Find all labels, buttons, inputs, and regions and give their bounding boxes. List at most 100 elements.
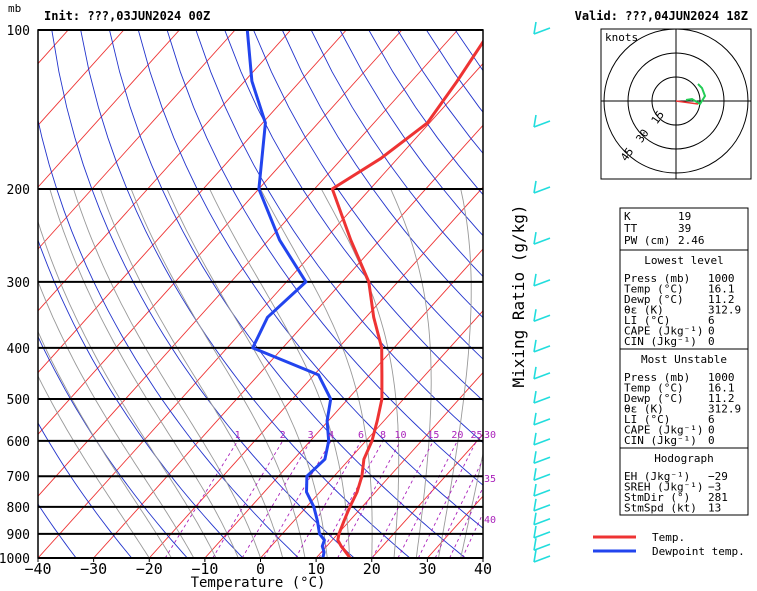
index-value: 1000 bbox=[708, 371, 735, 384]
index-label: CAPE (Jkg⁻¹) bbox=[624, 424, 703, 437]
wind-barb-shaft bbox=[533, 456, 551, 464]
index-label: StmSpd (kt) bbox=[624, 502, 697, 515]
index-value: 13 bbox=[708, 502, 721, 515]
wind-barb-shaft bbox=[533, 489, 551, 497]
index-label: Temp (°C) bbox=[624, 283, 684, 296]
dry-adiabat-line bbox=[38, 422, 133, 558]
index-value: 1000 bbox=[708, 272, 735, 285]
isotherms bbox=[38, 30, 483, 558]
mixing-ratio-line bbox=[449, 486, 483, 558]
index-label: CIN (Jkg⁻¹) bbox=[624, 335, 697, 348]
mixing-ratio-tick-label: 6 bbox=[358, 430, 364, 441]
moist-adiabat-line bbox=[38, 280, 195, 558]
isotherm-line bbox=[38, 30, 236, 250]
mixing-ratio-tick-label: 40 bbox=[484, 515, 496, 526]
wind-barb-shaft bbox=[533, 531, 551, 539]
wind-barb-shaft bbox=[533, 438, 551, 446]
moist-adiabat-line bbox=[209, 188, 350, 558]
pressure-tick-label: 200 bbox=[7, 183, 30, 198]
wind-barb-flag bbox=[533, 432, 537, 445]
index-value: 19 bbox=[678, 210, 691, 223]
mixing-ratio-line bbox=[397, 440, 458, 558]
wind-barb-flag bbox=[533, 273, 537, 287]
temperature-tick-label: 10 bbox=[307, 560, 325, 578]
index-label: LI (°C) bbox=[624, 413, 670, 426]
indices-box-unstable bbox=[619, 348, 749, 449]
pressure-tick-label: 1000 bbox=[0, 552, 30, 567]
index-label: K bbox=[624, 210, 631, 223]
index-label: TT bbox=[624, 222, 638, 235]
mixing-ratio-tick-label: 8 bbox=[380, 430, 386, 441]
wind-barb-flag bbox=[533, 525, 537, 538]
dewpoint-trace bbox=[245, 30, 333, 558]
temperature-tick-label: −10 bbox=[191, 560, 218, 578]
moist-adiabats bbox=[38, 188, 483, 558]
wind-barb-flag bbox=[533, 549, 537, 563]
pressure-tick-labels: 100 200 300 400 500 600 700 800 900 1000 bbox=[0, 24, 30, 567]
wind-barb-shaft bbox=[533, 27, 551, 35]
moist-adiabat-line bbox=[390, 188, 432, 558]
mixing-ratio-tick-label: 1 bbox=[235, 430, 241, 441]
wind-barb-flag bbox=[533, 451, 537, 464]
index-value: 0 bbox=[708, 434, 715, 447]
dry-adiabat-line bbox=[253, 30, 483, 360]
index-value: 11.2 bbox=[708, 392, 735, 405]
wind-barb-flag bbox=[533, 483, 537, 497]
wind-barb-shaft bbox=[533, 372, 551, 380]
wind-barb-flag bbox=[533, 180, 537, 194]
wind-barb-flag bbox=[533, 21, 537, 35]
isotherm-line bbox=[38, 30, 403, 436]
index-section-title: Hodograph bbox=[654, 452, 714, 465]
wind-barb-flag bbox=[533, 512, 537, 525]
dry-adiabats bbox=[38, 30, 483, 558]
moist-adiabat-line bbox=[73, 188, 261, 558]
dry-adiabat-line bbox=[195, 30, 483, 444]
temperature-tick-label: 0 bbox=[256, 560, 265, 578]
x-axis-label: Temperature (°C) bbox=[191, 575, 326, 591]
dry-adiabat-line bbox=[38, 503, 77, 558]
wind-barb-shaft bbox=[533, 314, 551, 323]
mixing-ratio-line bbox=[461, 512, 483, 558]
mixing-ratio-axis-label: Mixing Ratio (g/kg) bbox=[509, 204, 528, 387]
wind-barb-shaft bbox=[533, 186, 551, 194]
index-value: 16.1 bbox=[708, 382, 735, 395]
mixing-ratio-tick-label: 2 bbox=[280, 430, 286, 441]
temperature-tick-label: 40 bbox=[474, 560, 492, 578]
dry-adiabat-line bbox=[38, 238, 244, 558]
mixing-ratio-tick-label: 4 bbox=[328, 430, 334, 441]
mixing-ratio-line bbox=[212, 440, 284, 558]
mixing-ratio-tick-label: 3 bbox=[308, 430, 314, 441]
index-value: −29 bbox=[708, 470, 728, 483]
valid-time: Valid: ???,04JUN2024 18Z bbox=[575, 9, 748, 23]
index-section-title: Most Unstable bbox=[641, 353, 727, 366]
index-label: EH (Jkg⁻¹) bbox=[624, 470, 690, 483]
wind-barb-flag bbox=[533, 412, 537, 426]
temperature-tick-label: −30 bbox=[80, 560, 107, 578]
init-time: Init: ???,03JUN2024 00Z bbox=[44, 9, 210, 23]
wind-barb-shaft bbox=[533, 345, 551, 353]
mixing-ratio-line bbox=[263, 440, 332, 558]
index-value: 312.9 bbox=[708, 403, 741, 416]
temperature-tick-label: −20 bbox=[136, 560, 163, 578]
wind-barb-flag bbox=[533, 339, 537, 353]
index-value: 312.9 bbox=[708, 304, 741, 317]
legend: Temp.Dewpoint temp. bbox=[593, 531, 745, 558]
wind-barb-shaft bbox=[533, 473, 551, 481]
mixing-ratio-line bbox=[318, 440, 384, 558]
moist-adiabat-line bbox=[320, 188, 400, 558]
temperature-tick-label: 30 bbox=[418, 560, 436, 578]
dry-adiabat-line bbox=[137, 30, 483, 529]
wind-barb-shaft bbox=[533, 504, 551, 512]
isotherm-line bbox=[38, 30, 292, 312]
moist-adiabat-line bbox=[49, 188, 239, 558]
index-value: 0 bbox=[708, 325, 715, 338]
isotherm-line bbox=[371, 433, 483, 558]
index-label: SREH (Jkg⁻¹) bbox=[624, 481, 703, 494]
index-label: Dewp (°C) bbox=[624, 293, 684, 306]
pressure-tick-label: 100 bbox=[7, 24, 30, 39]
index-value: 0 bbox=[708, 424, 715, 437]
index-value: −3 bbox=[708, 481, 721, 494]
index-value: 6 bbox=[708, 413, 715, 426]
sounding-traces bbox=[245, 30, 483, 558]
